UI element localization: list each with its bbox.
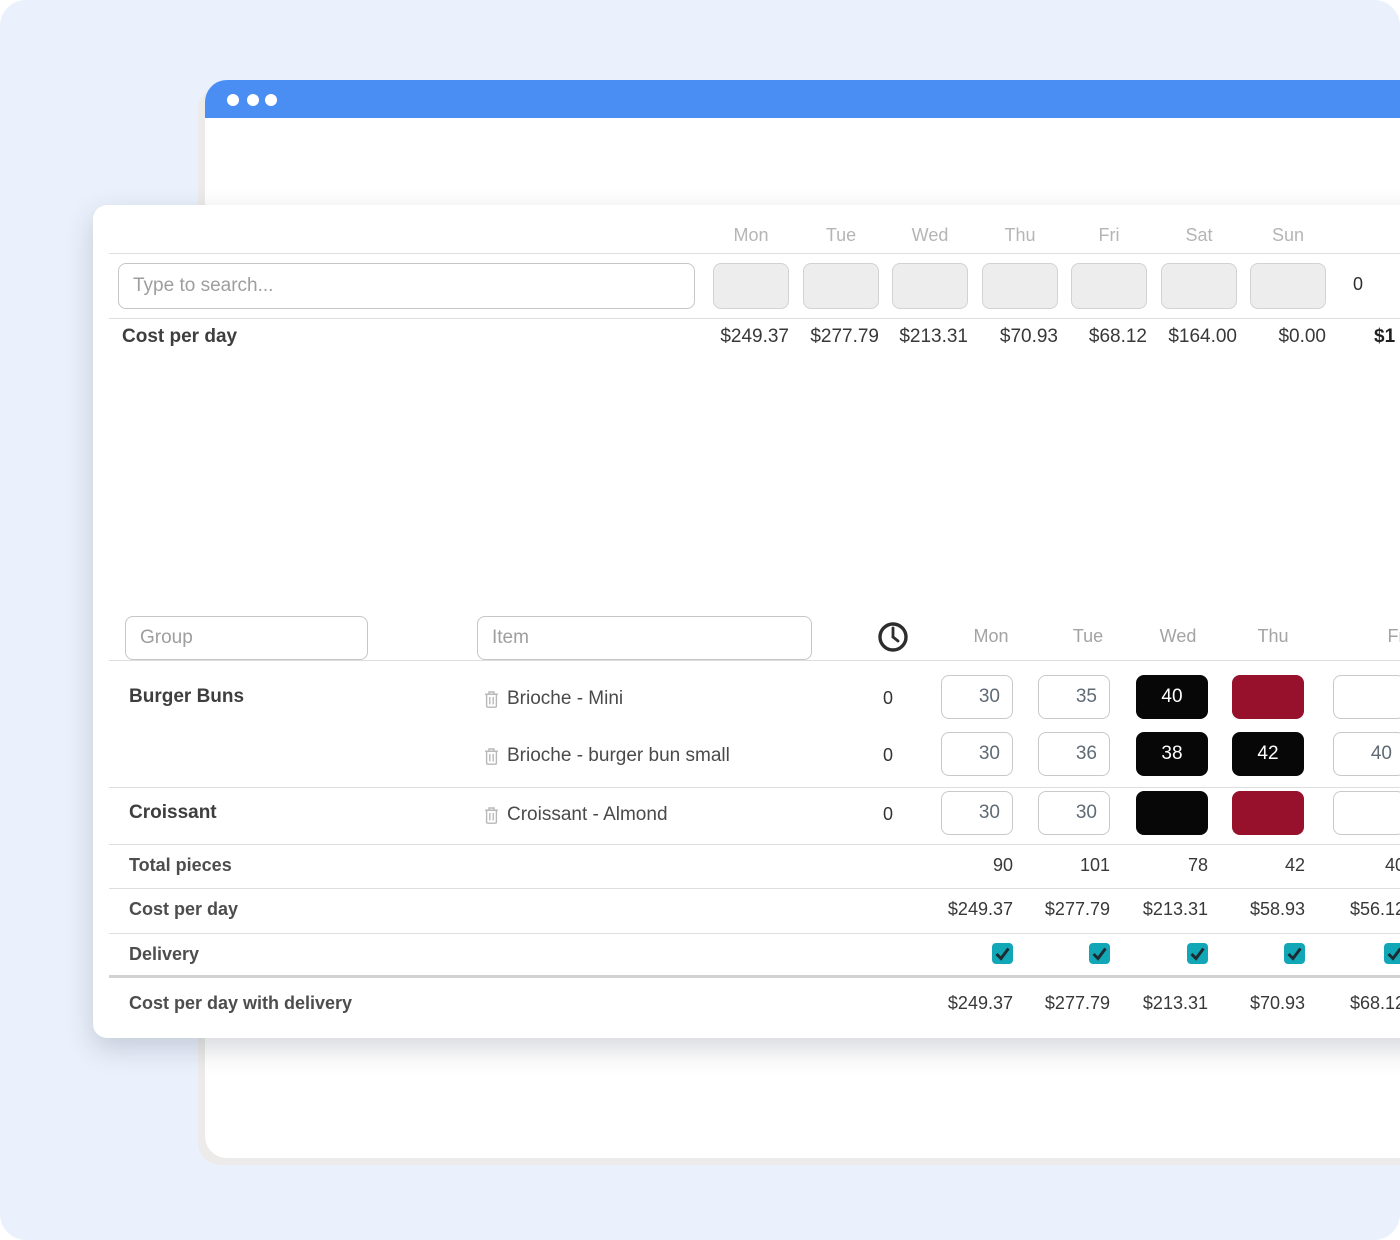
cost-with-delivery-value: $277.79 (1044, 993, 1110, 1013)
window-dot-icon (247, 94, 259, 106)
day-quantity-input[interactable] (1250, 263, 1326, 309)
total-pieces-value: 78 (1187, 855, 1208, 875)
top-cost-value: $68.12 (1088, 326, 1147, 347)
day-quantity-input[interactable] (1161, 263, 1237, 309)
top-day-header: Mon (733, 225, 769, 245)
window-dot-icon (227, 94, 239, 106)
delivery-label: Delivery (129, 944, 200, 964)
clock-icon[interactable] (876, 620, 910, 659)
total-pieces-value: 90 (992, 855, 1013, 875)
trash-icon[interactable] (483, 806, 500, 830)
browser-titlebar (205, 80, 1400, 118)
lead-value: 0 (882, 688, 893, 708)
cost-with-delivery-value: $249.37 (947, 993, 1013, 1013)
divider (109, 660, 1400, 661)
delivery-checkbox[interactable] (1284, 943, 1305, 964)
top-day-header: Wed (911, 225, 949, 245)
total-pieces-value: 42 (1284, 855, 1305, 875)
day-quantity-input[interactable] (1071, 263, 1147, 309)
cost-per-day-label: Cost per day (129, 899, 239, 919)
divider-thick (109, 975, 1400, 978)
bottom-day-header: Tue (1072, 626, 1104, 646)
bottom-day-header: Mon (973, 626, 1009, 646)
top-day-header: Sat (1185, 225, 1213, 245)
total-pieces-value: 101 (1079, 855, 1110, 875)
cost-per-day-value: $249.37 (947, 899, 1013, 919)
lead-value: 0 (882, 804, 893, 824)
lead-value: 0 (882, 745, 893, 765)
top-day-header: Thu (1004, 225, 1036, 245)
cost-with-delivery-value: $68.12 (1349, 993, 1400, 1013)
qty-cell[interactable] (941, 791, 1013, 835)
day-quantity-input[interactable] (892, 263, 968, 309)
qty-cell[interactable] (1038, 675, 1110, 719)
total-pieces-label: Total pieces (129, 855, 232, 875)
top-day-header: Fri (1098, 225, 1120, 245)
top-cost-value: $277.79 (810, 326, 879, 347)
qty-cell[interactable] (1333, 675, 1400, 719)
day-quantity-input[interactable] (803, 263, 879, 309)
top-cost-value: $213.31 (899, 326, 968, 347)
bottom-day-header: Thu (1257, 626, 1289, 646)
qty-cell[interactable] (1333, 791, 1400, 835)
cost-per-day-value: $56.12 (1349, 899, 1400, 919)
qty-cell[interactable] (1232, 791, 1304, 835)
divider (109, 844, 1400, 845)
trash-icon[interactable] (483, 690, 500, 714)
divider (109, 888, 1400, 889)
qty-cell[interactable] (1038, 791, 1110, 835)
qty-cell[interactable]: 38 (1136, 732, 1208, 776)
item-label: Brioche - burger bun small (507, 745, 730, 766)
bottom-day-header: Fri (1387, 626, 1400, 646)
qty-cell[interactable] (1232, 675, 1304, 719)
total-pieces-value: 40 (1384, 855, 1400, 875)
qty-cell[interactable] (941, 675, 1013, 719)
delivery-checkbox[interactable] (992, 943, 1013, 964)
group-label: Croissant (129, 802, 217, 823)
delivery-checkbox[interactable] (1187, 943, 1208, 964)
order-sheet-panel: Mon Tue Wed Thu Fri Sat Sun 0 Cost per d… (93, 205, 1400, 1038)
qty-cell[interactable]: 42 (1232, 732, 1304, 776)
top-cost-value: $0.00 (1278, 326, 1326, 347)
cost-with-delivery-value: $213.31 (1142, 993, 1208, 1013)
qty-cell[interactable] (1038, 732, 1110, 776)
top-day-header: Tue (825, 225, 857, 245)
top-day-header: Sun (1271, 225, 1305, 245)
cost-with-delivery-value: $70.93 (1249, 993, 1305, 1013)
window-dot-icon (265, 94, 277, 106)
cost-with-delivery-label: Cost per day with delivery (129, 993, 353, 1013)
qty-cell[interactable]: 40 (1136, 675, 1208, 719)
cost-per-day-value: $213.31 (1142, 899, 1208, 919)
qty-cell[interactable] (1333, 732, 1400, 776)
divider (109, 933, 1400, 934)
top-cost-value: $249.37 (720, 326, 789, 347)
divider (109, 787, 1400, 788)
delivery-checkbox[interactable] (1089, 943, 1110, 964)
item-filter-input[interactable] (477, 616, 812, 660)
delivery-checkbox[interactable] (1384, 943, 1400, 964)
search-input[interactable] (118, 263, 695, 309)
cost-per-day-value: $277.79 (1044, 899, 1110, 919)
top-cost-total: $1 (1374, 326, 1396, 347)
qty-cell[interactable] (941, 732, 1013, 776)
top-row-total: 0 (1352, 274, 1363, 294)
item-label: Croissant - Almond (507, 804, 668, 825)
top-cost-value: $164.00 (1168, 326, 1237, 347)
day-quantity-input[interactable] (982, 263, 1058, 309)
top-cost-value: $70.93 (999, 326, 1058, 347)
item-label: Brioche - Mini (507, 688, 624, 709)
cost-per-day-value: $58.93 (1249, 899, 1305, 919)
trash-icon[interactable] (483, 747, 500, 771)
group-label: Burger Buns (129, 686, 245, 707)
divider (109, 318, 1400, 319)
divider (109, 253, 1400, 254)
top-cost-per-day-label: Cost per day (122, 326, 238, 347)
group-filter-input[interactable] (125, 616, 368, 660)
bottom-day-header: Wed (1159, 626, 1197, 646)
qty-cell[interactable] (1136, 791, 1208, 835)
day-quantity-input[interactable] (713, 263, 789, 309)
